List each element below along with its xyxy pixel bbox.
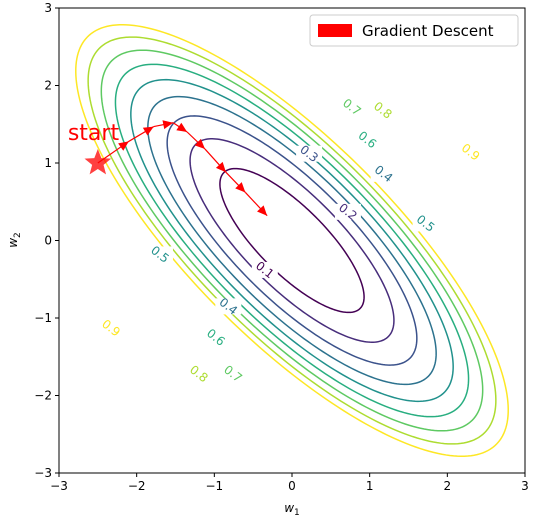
contour-lines bbox=[75, 23, 509, 458]
gd-arrow-head bbox=[142, 126, 154, 136]
contour-level-0-1 bbox=[219, 167, 365, 314]
contour-label-bg bbox=[98, 320, 125, 337]
gd-arrow-head bbox=[162, 120, 174, 130]
x-tick-label: −2 bbox=[128, 479, 146, 493]
legend: Gradient Descent bbox=[309, 14, 519, 47]
start-star-icon bbox=[84, 149, 112, 175]
contour-label-bg bbox=[370, 165, 397, 182]
contour-label-bg bbox=[215, 298, 242, 315]
y-tick-label: 3 bbox=[44, 1, 52, 15]
contour-label-bg bbox=[457, 144, 484, 161]
x-tick-label: 0 bbox=[288, 479, 296, 493]
contour-label-bg bbox=[146, 246, 173, 263]
contour-labels: 0.10.20.30.40.50.60.7 0.80.90.50.40.60.70… bbox=[98, 96, 484, 385]
gradient-descent-path: start bbox=[68, 120, 268, 217]
plot-area bbox=[59, 8, 525, 473]
gd-arrow-head bbox=[215, 161, 226, 173]
contour-label-bg bbox=[296, 145, 323, 162]
x-tick-label: −3 bbox=[50, 479, 68, 493]
y-tick-label: −3 bbox=[34, 466, 52, 480]
gd-arrow-head bbox=[176, 122, 188, 132]
y-tick-label: 2 bbox=[44, 79, 52, 93]
contour-label-bg bbox=[369, 102, 396, 119]
x-tick-label: 1 bbox=[366, 479, 374, 493]
contour-label-bg bbox=[354, 131, 381, 148]
legend-swatch bbox=[318, 24, 352, 37]
y-tick-label: −2 bbox=[34, 389, 52, 403]
contour-label-bg bbox=[202, 329, 229, 346]
gd-arrow-head bbox=[257, 205, 268, 216]
gd-arrow-head bbox=[235, 182, 246, 193]
legend-box bbox=[309, 14, 519, 47]
contour-label-bg bbox=[251, 261, 278, 278]
contour-level-0-9 bbox=[75, 23, 509, 458]
y-axis-label: w2 bbox=[6, 232, 23, 248]
x-tick-label: −1 bbox=[205, 479, 223, 493]
gd-arrow-head bbox=[194, 138, 206, 150]
contour-label-bg bbox=[338, 99, 365, 116]
contour-label-bg bbox=[334, 203, 361, 220]
contour-level-0-4 bbox=[147, 95, 437, 386]
contour-label-bg bbox=[412, 215, 439, 232]
contour-level-0-6 bbox=[114, 63, 470, 418]
gd-arrow-head bbox=[118, 141, 129, 151]
contour-level-0-8 bbox=[87, 36, 497, 445]
plot-frame bbox=[58, 7, 526, 474]
y-tick-label: 0 bbox=[44, 234, 52, 248]
x-tick-label: 3 bbox=[521, 479, 529, 493]
contour-label-bg bbox=[219, 365, 246, 382]
x-axis-label: w1 bbox=[284, 501, 300, 518]
y-tick-label: −1 bbox=[34, 311, 52, 325]
x-tick-label: 2 bbox=[444, 479, 452, 493]
y-tick-label: 1 bbox=[44, 156, 52, 170]
contour-level-0-7 bbox=[100, 49, 484, 432]
start-label: start bbox=[68, 121, 120, 146]
contour-label-bg bbox=[185, 365, 212, 382]
contour-level-0-5 bbox=[130, 78, 454, 403]
legend-label: Gradient Descent bbox=[362, 22, 494, 40]
axis-ticks: −3 −2 −1 0 1 2 3 −3 −2 −1 0 1 2 3 bbox=[34, 1, 529, 493]
